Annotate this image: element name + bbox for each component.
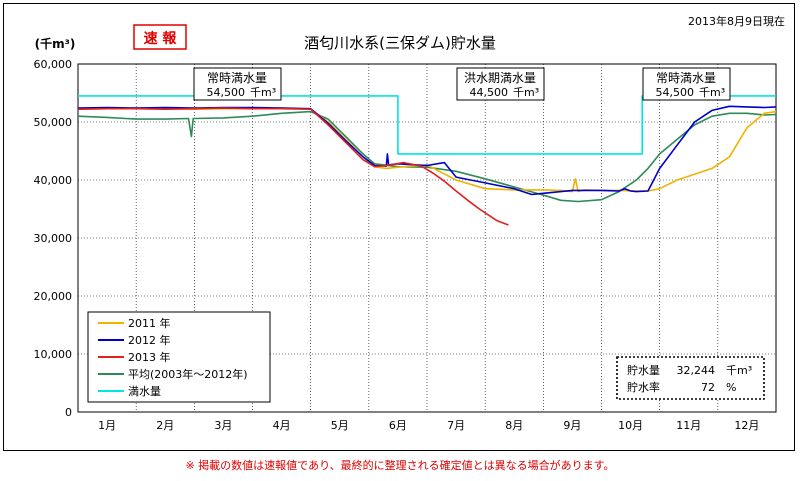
rate-label: 貯水率 — [627, 380, 660, 394]
rate-value: 72 — [701, 381, 715, 394]
y-tick-label: 40,000 — [34, 174, 73, 187]
y-tick-label: 0 — [65, 406, 72, 419]
flash-report-badge: 速 報 — [133, 24, 187, 50]
x-tick-label: 6月 — [389, 419, 407, 432]
annotation-value: 54,500 — [656, 86, 695, 99]
as-of-date: 2013年8月9日現在 — [688, 14, 785, 28]
y-tick-label: 60,000 — [34, 58, 73, 71]
x-tick-label: 2月 — [156, 419, 174, 432]
x-tick-label: 5月 — [331, 419, 349, 432]
chart-frame — [3, 3, 795, 451]
y-axis-ticks: 0 10,000 20,000 30,000 40,000 50,000 60,000 — [34, 58, 73, 419]
series-line-3 — [77, 110, 777, 203]
x-tick-label: 1月 — [98, 419, 116, 432]
x-axis-ticks: 1月 2月 3月 4月 5月 6月 7月 8月 9月 10月 11月 12月 — [98, 419, 759, 432]
x-tick-label: 8月 — [505, 419, 523, 432]
legend: 2011 年 2012 年 2013 年平均(2003年〜2012年) 満水量 — [87, 311, 271, 403]
annotation-unit: 千m³ — [513, 86, 539, 99]
x-tick-label: 10月 — [618, 419, 643, 432]
series-line-1 — [77, 105, 777, 196]
series-lines — [77, 95, 777, 226]
annotation-unit: 千m³ — [250, 86, 276, 99]
x-tick-label: 4月 — [273, 419, 291, 432]
storage-unit: 千m³ — [726, 364, 752, 377]
annotation-title: 常時満水量 — [207, 71, 267, 85]
annotation-title: 常時満水量 — [656, 71, 716, 85]
x-tick-label: 9月 — [563, 419, 581, 432]
disclaimer-note: ※ 掲載の数値は速報値であり、最終的に整理される確定値とは異なる場合があります。 — [185, 459, 615, 472]
y-tick-label: 20,000 — [34, 290, 73, 303]
legend-label: 満水量 — [128, 385, 161, 398]
storage-value: 32,244 — [677, 364, 716, 377]
x-tick-label: 12月 — [734, 419, 759, 432]
annotation-value: 54,500 — [207, 86, 246, 99]
y-tick-label: 30,000 — [34, 232, 73, 245]
legend-label: 2011 年 — [128, 316, 171, 330]
y-axis-unit: (千m³) — [35, 36, 76, 51]
annotation-unit: 千m³ — [699, 86, 725, 99]
y-tick-label: 10,000 — [34, 348, 73, 361]
annotation-normal-full-1: 常時満水量 54,500 千m³ — [193, 67, 282, 101]
storage-label: 貯水量 — [627, 364, 660, 377]
x-tick-label: 3月 — [214, 419, 232, 432]
grid-lines — [78, 64, 776, 412]
x-tick-label: 11月 — [676, 419, 701, 432]
flash-report-label: 速 報 — [144, 30, 178, 47]
annotation-title: 洪水期満水量 — [464, 71, 536, 85]
rate-unit: % — [726, 381, 736, 394]
legend-label: 2012 年 — [128, 333, 171, 347]
annotation-normal-full-2: 常時満水量 54,500 千m³ — [642, 67, 731, 101]
y-tick-label: 50,000 — [34, 116, 73, 129]
series-line-2 — [77, 107, 509, 226]
chart-title: 酒匂川水系(三保ダム)貯水量 — [304, 34, 496, 52]
legend-label: 平均(2003年〜2012年) — [128, 367, 248, 381]
x-tick-label: 7月 — [447, 419, 465, 432]
annotation-flood-season: 洪水期満水量 44,500 千m³ — [456, 67, 545, 101]
annotation-value: 44,500 — [470, 86, 509, 99]
stats-box: 貯水量 32,244 千m³ 貯水率 72 % — [616, 356, 765, 400]
legend-label: 2013 年 — [128, 350, 171, 364]
